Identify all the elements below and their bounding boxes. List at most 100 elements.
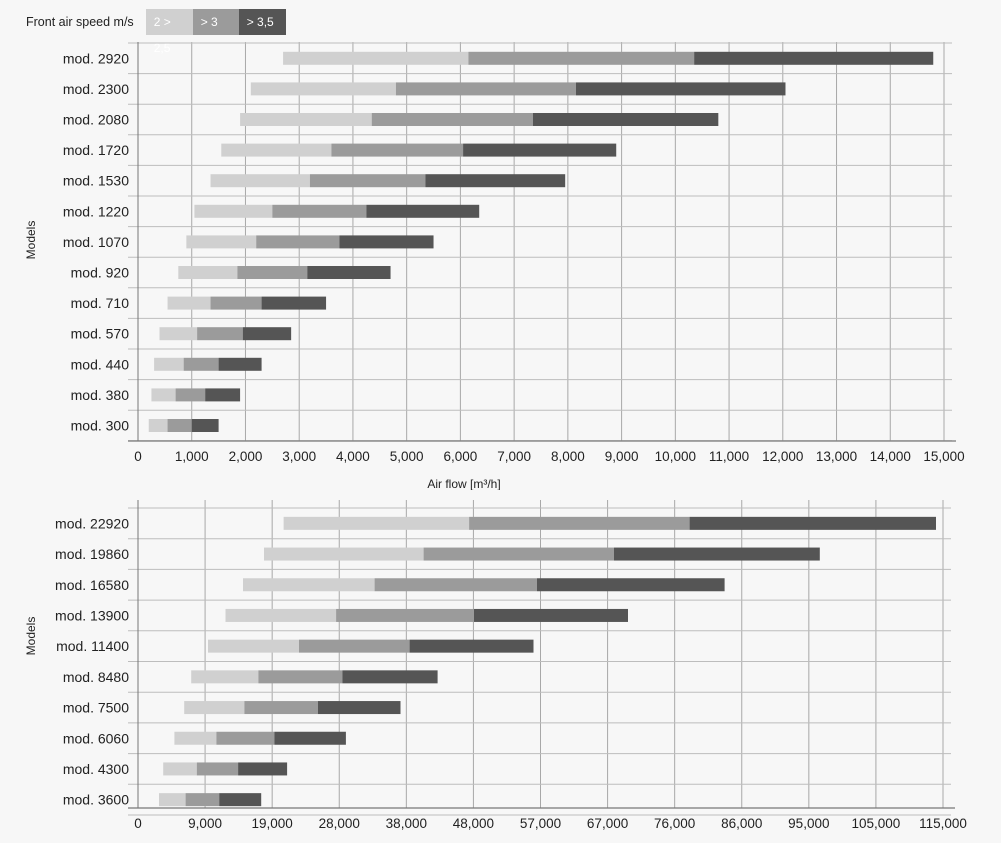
- category-label: mod. 2920: [63, 50, 129, 66]
- bar-segment-high: [219, 793, 262, 807]
- category-label: mod. 440: [71, 356, 130, 372]
- bar-segment-mid: [395, 82, 576, 96]
- bar-segment-high: [307, 266, 391, 279]
- x-tick-label: 5,000: [390, 449, 424, 464]
- category-label: mod. 1720: [63, 142, 129, 158]
- category-label: mod. 710: [71, 295, 130, 311]
- x-tick-label: 1,000: [175, 449, 209, 464]
- x-axis-title: Air flow [m³/h]: [427, 477, 500, 490]
- category-label: mod. 300: [71, 418, 130, 434]
- bar-segment-low: [240, 113, 372, 126]
- bar-segment-high: [274, 731, 346, 745]
- bar-segment-high: [366, 204, 480, 218]
- x-tick-label: 0: [134, 449, 142, 464]
- bar-segment-mid: [237, 266, 308, 279]
- bar-segment-high: [689, 516, 936, 530]
- bar-segment-low: [159, 327, 198, 341]
- x-tick-label: 115,000: [919, 816, 967, 831]
- x-tick-label: 12,000: [762, 449, 803, 464]
- bar-segment-mid: [256, 235, 340, 249]
- bar-segment-high: [537, 578, 725, 592]
- bar-segment-low: [283, 516, 470, 530]
- bar-segment-low: [174, 731, 217, 745]
- bar-segment-mid: [196, 762, 239, 776]
- x-tick-label: 76,000: [654, 816, 695, 831]
- category-label: mod. 2300: [63, 81, 129, 97]
- bar-segment-high: [614, 547, 820, 561]
- chart-small-models: mod. 2920 mod. 2300 mod. 2080 mod. 1720 mod.…: [24, 42, 965, 490]
- x-tick-label: 19,000: [252, 816, 293, 831]
- category-label: mod. 8480: [63, 669, 129, 685]
- bar-segment-high: [261, 296, 327, 310]
- bar-segment-low: [186, 235, 257, 249]
- x-tick-label: 105,000: [852, 816, 901, 831]
- x-tick-label: 11,000: [709, 449, 749, 464]
- category-label: mod. 920: [71, 265, 130, 281]
- bar-segment-high: [694, 51, 934, 65]
- bar-segment-high: [463, 143, 617, 157]
- bar-segment-low: [184, 701, 245, 715]
- bar-segment-mid: [423, 547, 614, 561]
- bar-segment-mid: [167, 419, 192, 432]
- bar-segment-mid: [272, 204, 367, 218]
- bar-segment-low: [151, 388, 176, 402]
- bar-segment-low: [154, 357, 184, 371]
- bar-segment-mid: [216, 731, 275, 745]
- chart-large-models: mod. 22920 mod. 19860 mod. 16580 mod. 13900…: [24, 500, 967, 831]
- bar-segment-mid: [197, 327, 243, 341]
- x-tick-label: 15,000: [923, 449, 964, 464]
- bar-segment-low: [159, 793, 186, 807]
- bar-segment-mid: [258, 670, 343, 684]
- bar-segment-low: [163, 762, 197, 776]
- category-label: mod. 2080: [63, 112, 129, 128]
- bar-segment-mid: [183, 357, 219, 371]
- bar-segment-high: [425, 174, 566, 188]
- category-label: mod. 6060: [63, 730, 129, 746]
- bar-segment-low: [208, 639, 299, 653]
- bar-segment-mid: [469, 516, 690, 530]
- x-tick-label: 7,000: [497, 449, 531, 464]
- x-tick-label: 2,000: [229, 449, 263, 464]
- bar-segment-mid: [175, 388, 206, 402]
- bar-segment-high: [474, 608, 628, 622]
- category-label: mod. 3600: [63, 792, 129, 808]
- bar-segment-low: [167, 296, 211, 310]
- x-tick-label: 38,000: [386, 816, 427, 831]
- legend-swatch-mid: > 3: [192, 9, 239, 35]
- legend-title: Front air speed m/s: [26, 15, 134, 29]
- x-tick-label: 6,000: [444, 449, 478, 464]
- bar-segment-high: [342, 670, 438, 684]
- legend-swatch-low: 2 > 2,5: [145, 9, 193, 55]
- category-label: mod. 570: [71, 326, 130, 342]
- bar-segment-low: [194, 204, 273, 218]
- bar-segment-high: [191, 419, 219, 432]
- bar-segment-mid: [210, 296, 262, 310]
- x-tick-label: 67,000: [587, 816, 628, 831]
- x-tick-label: 48,000: [453, 816, 494, 831]
- bar-segment-mid: [185, 793, 220, 807]
- bar-segment-mid: [309, 174, 426, 188]
- category-label: mod. 22920: [55, 515, 129, 531]
- x-tick-label: 86,000: [721, 816, 762, 831]
- bar-segment-low: [243, 578, 375, 592]
- bar-segment-high: [339, 235, 434, 249]
- x-tick-label: 0: [134, 816, 142, 831]
- category-label: mod. 1220: [63, 203, 129, 219]
- bar-segment-low: [210, 174, 310, 188]
- bar-segment-high: [575, 82, 786, 96]
- bar-segment-low: [148, 419, 168, 432]
- bar-segment-low: [221, 143, 332, 157]
- bar-segment-mid: [299, 639, 410, 653]
- category-label: mod. 11400: [56, 638, 129, 654]
- bar-segment-high: [238, 762, 288, 776]
- category-label: mod. 1530: [63, 173, 129, 189]
- category-label: mod. 7500: [63, 700, 129, 716]
- bar-segment-low: [191, 670, 259, 684]
- x-tick-label: 8,000: [551, 449, 585, 464]
- bar-segment-low: [283, 51, 469, 65]
- x-tick-label: 9,000: [188, 816, 222, 831]
- bar-segment-mid: [244, 701, 318, 715]
- bar-segment-high: [242, 327, 292, 341]
- category-label: mod. 13900: [55, 607, 129, 623]
- bar-segment-high: [218, 357, 262, 371]
